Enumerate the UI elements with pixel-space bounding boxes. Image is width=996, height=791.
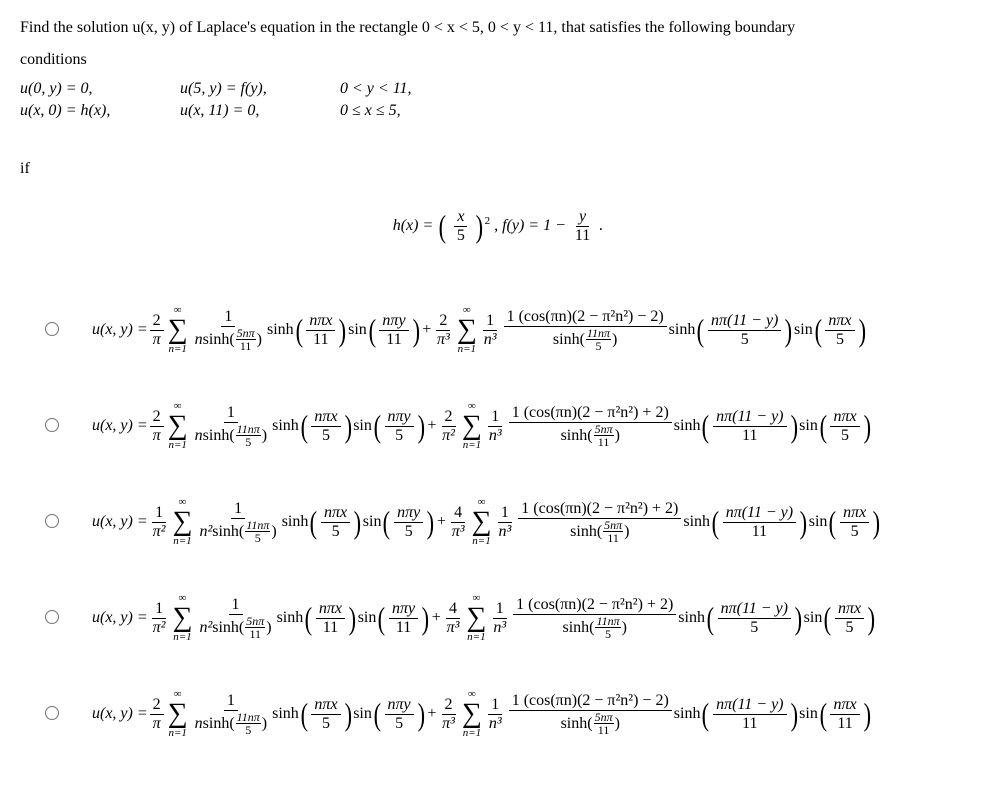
bc-r2c1: u(x, 0) = h(x), [20, 102, 180, 120]
option-0: u(x, y) = 2π ∞∑n=1 1nsinh(5nπ11) sinh(nπ… [20, 295, 976, 365]
radio-4[interactable] [45, 706, 59, 720]
f-end: . [599, 217, 603, 234]
paren-r: ) [476, 208, 483, 245]
h-exp: 2 [485, 215, 491, 227]
f-num: y [576, 208, 589, 227]
options-container: u(x, y) = 2π ∞∑n=1 1nsinh(5nπ11) sinh(nπ… [20, 295, 976, 749]
bc-r2c3: 0 ≤ x ≤ 5, [340, 102, 520, 120]
f-den: 11 [572, 227, 593, 245]
problem-line2: conditions [20, 48, 976, 72]
formula-0: u(x, y) = 2π ∞∑n=1 1nsinh(5nπ11) sinh(nπ… [92, 305, 867, 355]
paren-l: ( [439, 208, 446, 245]
f-lhs: f(y) = 1 − [502, 217, 570, 234]
bc-row-2: u(x, 0) = h(x), u(x, 11) = 0, 0 ≤ x ≤ 5, [20, 102, 976, 120]
problem-line1: Find the solution u(x, y) of Laplace's e… [20, 16, 976, 40]
radio-2[interactable] [45, 514, 59, 528]
bc-r1c2: u(5, y) = f(y), [180, 80, 340, 98]
sep: , [494, 217, 502, 234]
bc-row-1: u(0, y) = 0, u(5, y) = f(y), 0 < y < 11, [20, 80, 976, 98]
formula-1: u(x, y) = 2π ∞∑n=1 1nsinh(11nπ5) sinh(nπ… [92, 401, 872, 451]
bc-r1c3: 0 < y < 11, [340, 80, 520, 98]
functions-display: h(x) = ( x5 )2 , f(y) = 1 − y11 . [20, 208, 976, 245]
formula-3: u(x, y) = 1π² ∞∑n=1 1n²sinh(5nπ11) sinh(… [92, 593, 877, 643]
radio-0[interactable] [45, 322, 59, 336]
h-den: 5 [454, 227, 468, 245]
option-2: u(x, y) = 1π² ∞∑n=1 1n²sinh(11nπ5) sinh(… [20, 487, 976, 557]
formula-4: u(x, y) = 2π ∞∑n=1 1nsinh(11nπ5) sinh(nπ… [92, 689, 872, 739]
formula-2: u(x, y) = 1π² ∞∑n=1 1n²sinh(11nπ5) sinh(… [92, 497, 882, 547]
if-label: if [20, 160, 976, 178]
bc-r2c2: u(x, 11) = 0, [180, 102, 340, 120]
radio-1[interactable] [45, 418, 59, 432]
option-4: u(x, y) = 2π ∞∑n=1 1nsinh(11nπ5) sinh(nπ… [20, 679, 976, 749]
h-lhs: h(x) = [393, 217, 438, 234]
h-num: x [454, 208, 467, 227]
option-3: u(x, y) = 1π² ∞∑n=1 1n²sinh(5nπ11) sinh(… [20, 583, 976, 653]
radio-3[interactable] [45, 610, 59, 624]
option-1: u(x, y) = 2π ∞∑n=1 1nsinh(11nπ5) sinh(nπ… [20, 391, 976, 461]
bc-r1c1: u(0, y) = 0, [20, 80, 180, 98]
